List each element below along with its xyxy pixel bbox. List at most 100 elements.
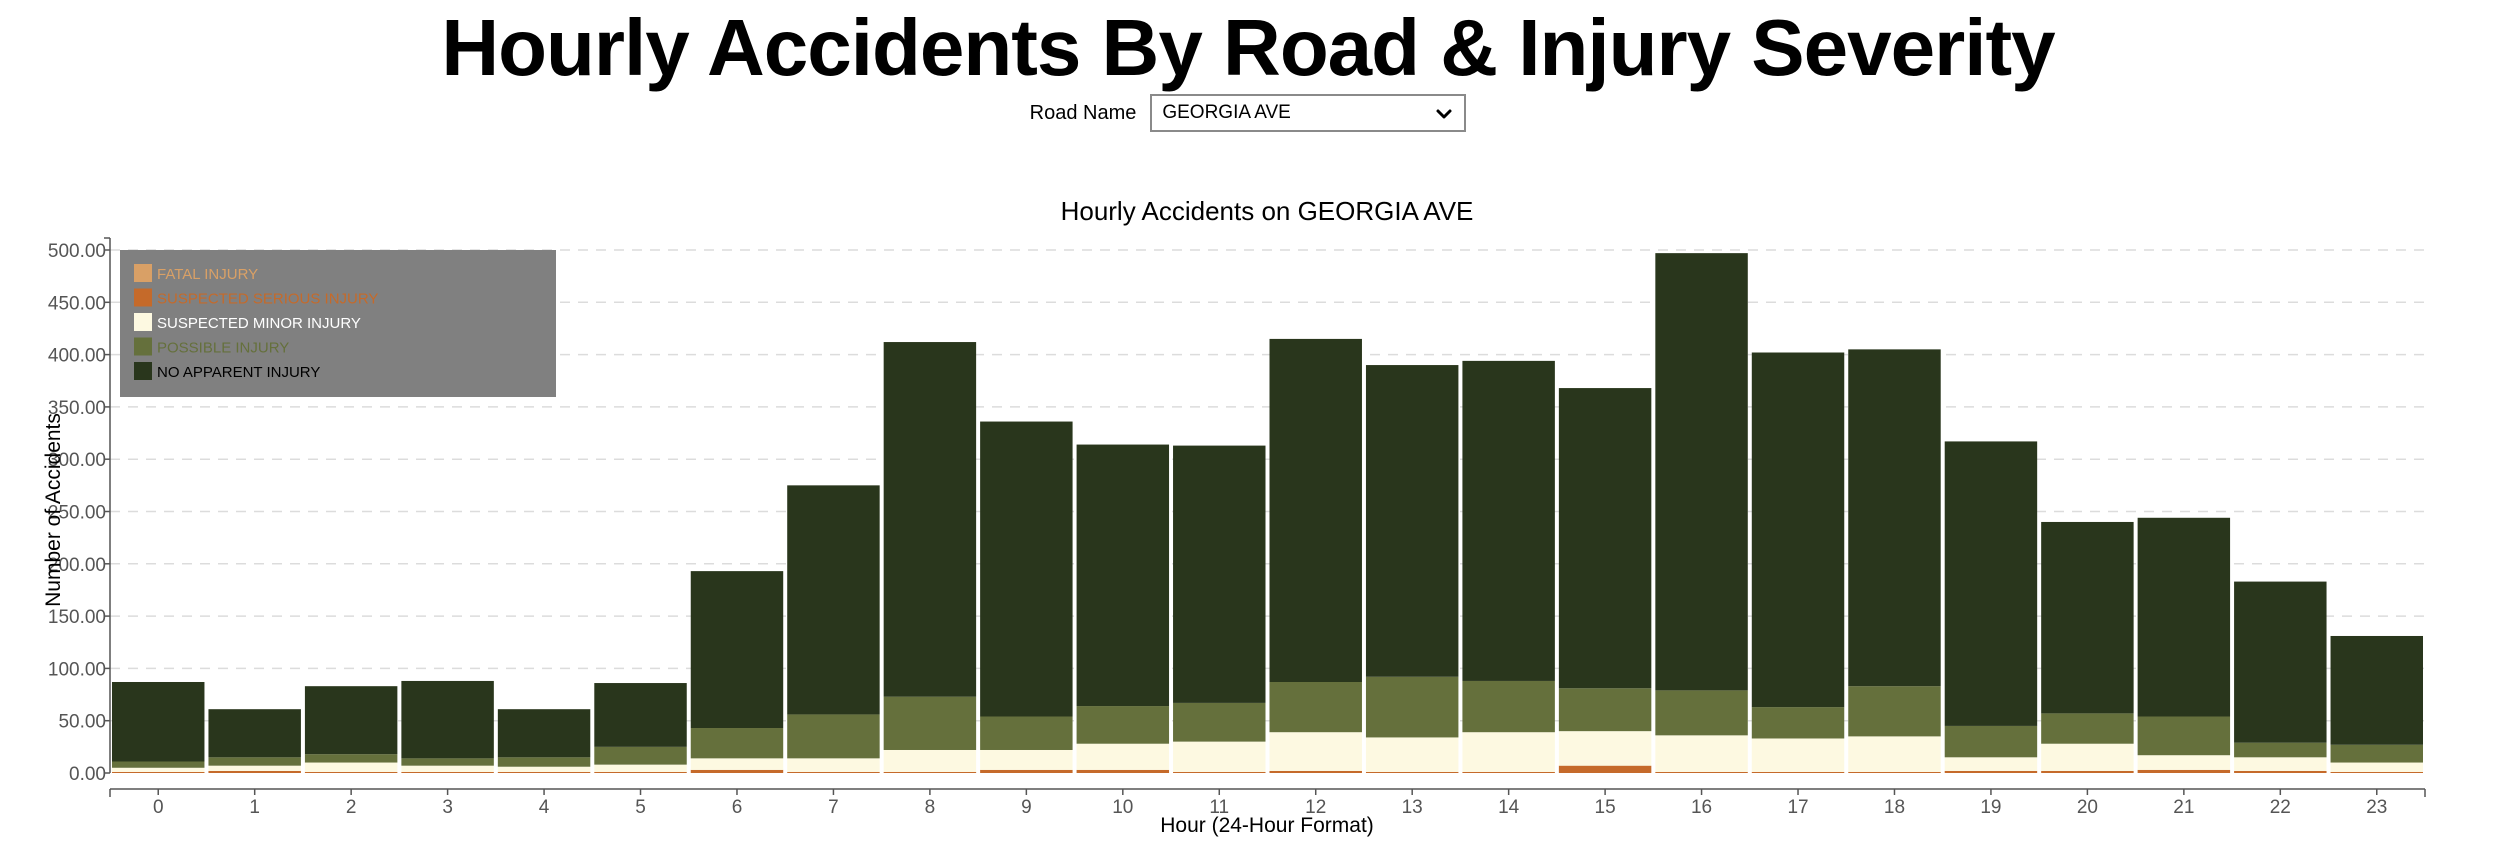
x-tick-label: 13: [1402, 797, 1423, 818]
x-tick-label: 1: [249, 797, 260, 818]
x-tick-label: 16: [1691, 797, 1712, 818]
page-title: Hourly Accidents By Road & Injury Severi…: [441, 3, 2055, 92]
bar-segment: [2330, 762, 2423, 772]
bar-segment: [1076, 769, 1170, 773]
bar-segment: [883, 696, 977, 750]
road-name-label: Road Name: [1029, 101, 1137, 124]
bar-segment: [1269, 770, 1362, 773]
y-tick-label: 300.00: [48, 450, 106, 471]
bar-segment: [1944, 770, 2038, 773]
x-tick-label: 5: [635, 797, 646, 818]
bar-segment: [980, 749, 1073, 770]
bar-segment: [594, 683, 687, 747]
bar-segment: [1848, 349, 1941, 687]
bar-segment: [690, 571, 784, 729]
x-tick-label: 18: [1884, 797, 1905, 818]
bar-segment: [497, 771, 591, 773]
bar-segment: [1365, 676, 1459, 738]
bar-segment: [690, 769, 784, 773]
legend-label: FATAL INJURY: [157, 266, 258, 283]
bar-segment: [1462, 680, 1555, 733]
legend-label: SUSPECTED MINOR INJURY: [157, 315, 361, 332]
x-tick-label: 14: [1498, 797, 1520, 818]
road-name-select[interactable]: GEORGIA AVE: [1150, 94, 1467, 132]
legend-swatch: [134, 264, 152, 282]
chevron-down-icon: [1436, 109, 1452, 119]
bar-segment: [497, 757, 591, 767]
road-name-value: GEORGIA AVE: [1162, 102, 1291, 123]
bar-segment: [401, 765, 494, 772]
chart-title: Hourly Accidents on GEORGIA AVE: [1061, 196, 1474, 226]
y-tick-label: 500.00: [48, 241, 106, 262]
bar-segment: [1173, 741, 1266, 772]
bar-segment: [112, 681, 205, 762]
y-tick-label: 50.00: [58, 712, 106, 733]
y-axis-label: Number of Accidents: [42, 413, 65, 607]
y-tick-label: 450.00: [48, 293, 106, 314]
x-tick-label: 21: [2173, 797, 2194, 818]
bar-segment: [594, 746, 687, 765]
bar-segment: [2137, 769, 2231, 773]
bar-segment: [1462, 732, 1555, 772]
bar-segment: [1944, 725, 2038, 758]
bar-segment: [2041, 770, 2134, 773]
bar-segment: [1365, 365, 1459, 677]
bar-segment: [2234, 770, 2327, 773]
x-tick-label: 17: [1787, 797, 1808, 818]
bar-segment: [497, 766, 591, 772]
bar-segment: [304, 686, 398, 755]
x-tick-label: 4: [539, 797, 550, 818]
bar-segment: [2330, 635, 2423, 745]
x-tick-label: 0: [153, 797, 164, 818]
bar-segment: [787, 758, 880, 772]
bar-segment: [1076, 706, 1170, 744]
bar-segment: [883, 749, 977, 772]
x-tick-label: 9: [1021, 797, 1032, 818]
road-filter: Road Name GEORGIA AVE: [0, 92, 2496, 134]
bar-segment: [690, 758, 784, 770]
x-tick-label: 3: [442, 797, 453, 818]
bar-segment: [1848, 771, 1941, 773]
bar-segment: [112, 767, 205, 772]
bar-segment: [1751, 707, 1845, 739]
bar-segment: [2234, 581, 2327, 743]
x-tick-label: 10: [1112, 797, 1133, 818]
bar-segment: [787, 714, 880, 759]
bar-segment: [980, 421, 1073, 717]
bar-segment: [1076, 743, 1170, 770]
bar-segment: [1462, 360, 1555, 681]
bar-segment: [787, 771, 880, 773]
bar-segment: [401, 680, 494, 759]
bar-segment: [1751, 738, 1845, 772]
x-tick-label: 11: [1209, 797, 1229, 818]
bar-segment: [1558, 731, 1652, 766]
bar-segment: [1173, 771, 1266, 773]
bar-segment: [1558, 388, 1652, 689]
bar-segment: [1944, 757, 2038, 771]
bar-segment: [1269, 732, 1362, 771]
y-tick-label: 350.00: [48, 398, 106, 419]
bar-segment: [304, 754, 398, 763]
bar-segment: [401, 758, 494, 766]
legend-swatch: [134, 362, 152, 380]
y-tick-label: 400.00: [48, 346, 106, 367]
x-axis-label: Hour (24-Hour Format): [1160, 814, 1374, 837]
bar-segment: [2137, 716, 2231, 756]
bar-segment: [1751, 771, 1845, 773]
bar-segment: [594, 764, 687, 772]
x-tick-label: 22: [2270, 797, 2291, 818]
bar-segment: [1848, 736, 1941, 772]
x-tick-label: 19: [1980, 797, 2001, 818]
legend-label: NO APPARENT INJURY: [157, 364, 320, 381]
bar-segment: [1944, 441, 2038, 726]
x-tick-label: 2: [346, 797, 357, 818]
bar-segment: [2137, 755, 2231, 770]
bar-segment: [401, 771, 494, 773]
bar-segment: [497, 709, 591, 758]
x-tick-label: 6: [732, 797, 743, 818]
bar-segment: [1558, 688, 1652, 732]
bar-segment: [1655, 690, 1748, 736]
bar-segment: [304, 771, 398, 773]
bar-segment: [2041, 521, 2134, 714]
bar-segment: [1655, 735, 1748, 772]
